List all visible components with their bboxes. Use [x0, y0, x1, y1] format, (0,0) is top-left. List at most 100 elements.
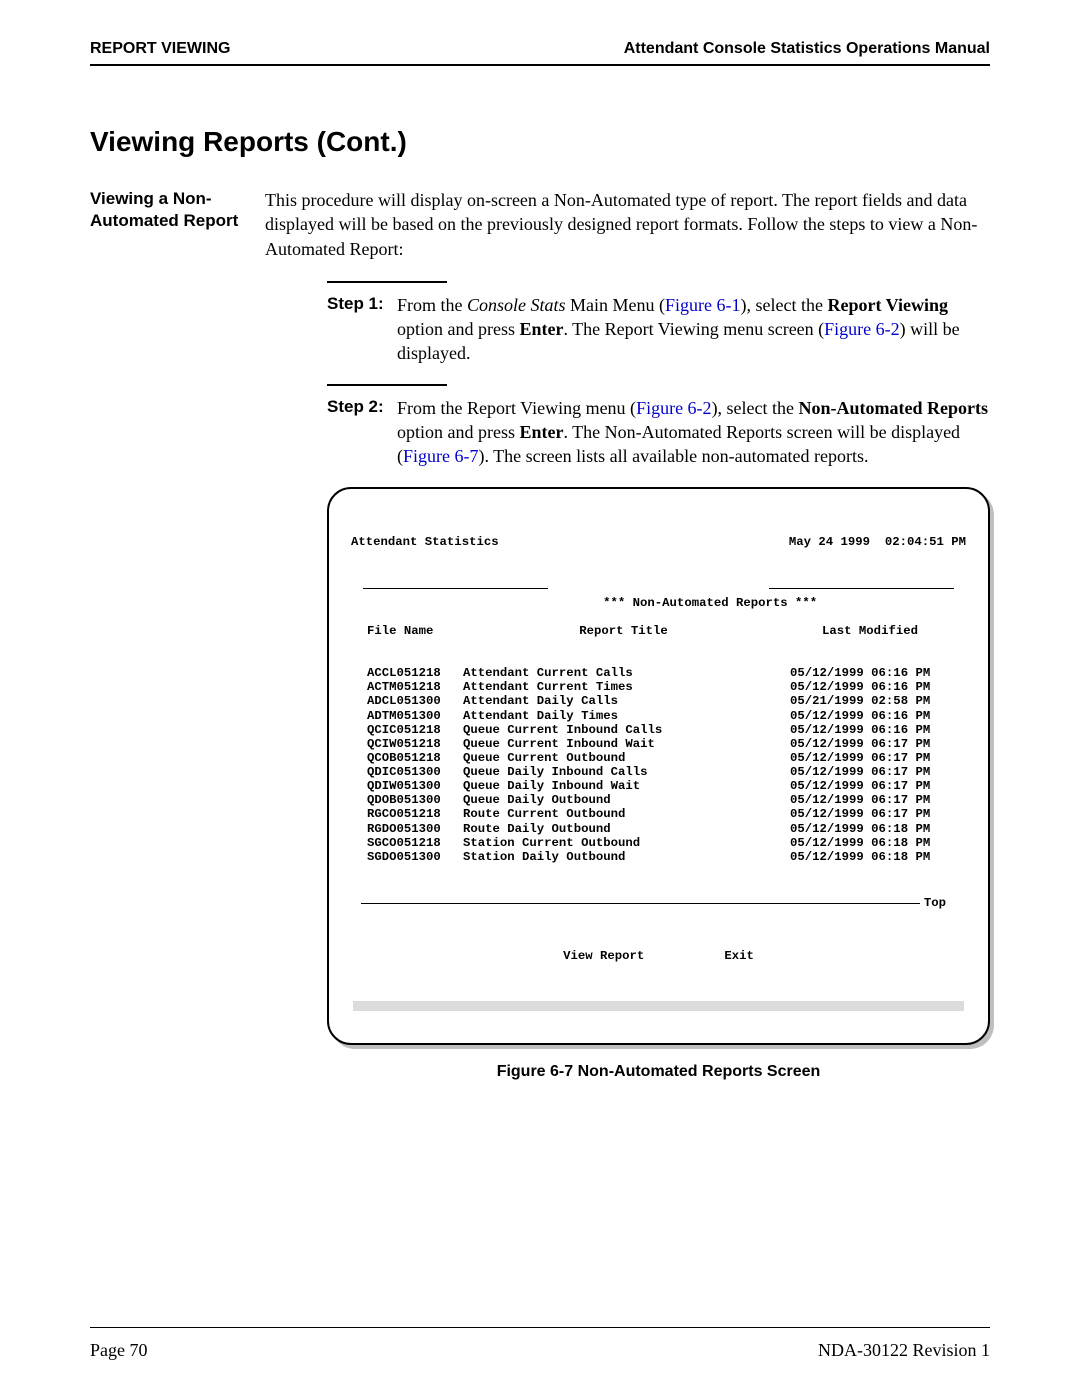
step-2-block: Step 2: From the Report Viewing menu (Fi…	[327, 384, 990, 469]
terminal-buttons: View Report Exit	[351, 949, 966, 963]
cell-file: SGCO051218	[367, 836, 457, 850]
cell-file: ADTM051300	[367, 709, 457, 723]
cell-title: Queue Daily Outbound	[457, 793, 790, 807]
cell-modified: 05/12/1999 06:17 PM	[790, 793, 950, 807]
table-row[interactable]: ACTM051218Attendant Current Times05/12/1…	[351, 680, 966, 694]
cell-file: QDOB051300	[367, 793, 457, 807]
cell-modified: 05/12/1999 06:16 PM	[790, 680, 950, 694]
table-row[interactable]: QDIC051300Queue Daily Inbound Calls05/12…	[351, 765, 966, 779]
cell-title: Attendant Daily Calls	[457, 694, 790, 708]
subsection-title: Viewing a Non- Automated Report	[90, 188, 245, 1083]
step-1-frag: From the	[397, 295, 467, 315]
cell-modified: 05/12/1999 06:16 PM	[790, 709, 950, 723]
step-2-text: From the Report Viewing menu (Figure 6-2…	[397, 396, 990, 469]
cell-modified: 05/21/1999 02:58 PM	[790, 694, 950, 708]
terminal-content: Attendant Statistics May 24 1999 02:04:5…	[351, 507, 966, 991]
cell-title: Queue Current Inbound Calls	[457, 723, 790, 737]
step-1-bold: Enter	[519, 319, 563, 339]
table-row[interactable]: RGCO051218Route Current Outbound05/12/19…	[351, 807, 966, 821]
cell-title: Queue Current Outbound	[457, 751, 790, 765]
terminal-titlebar: Attendant Statistics May 24 1999 02:04:5…	[351, 535, 966, 549]
table-row[interactable]: SGDO051300Station Daily Outbound05/12/19…	[351, 850, 966, 864]
figure-link[interactable]: Figure 6-2	[824, 319, 900, 339]
terminal-box-title: *** Non-Automated Reports ***	[351, 581, 966, 595]
step-1-bold: Report Viewing	[827, 295, 948, 315]
terminal-screen: Attendant Statistics May 24 1999 02:04:5…	[327, 487, 990, 1045]
step-1-block: Step 1: From the Console Stats Main Menu…	[327, 281, 990, 366]
intro-paragraph: This procedure will display on-screen a …	[265, 188, 990, 261]
cell-title: Queue Current Inbound Wait	[457, 737, 790, 751]
cell-file: ACTM051218	[367, 680, 457, 694]
cell-file: QCIW051218	[367, 737, 457, 751]
footer-left: Page 70	[90, 1340, 148, 1361]
figure-link[interactable]: Figure 6-1	[665, 295, 741, 315]
exit-button[interactable]: Exit	[724, 949, 754, 963]
table-row[interactable]: RGDO051300Route Daily Outbound05/12/1999…	[351, 822, 966, 836]
step-1-frag: Main Menu (	[566, 295, 665, 315]
cell-file: QDIC051300	[367, 765, 457, 779]
cell-title: Queue Daily Inbound Calls	[457, 765, 790, 779]
terminal-column-headers: File Name Report Title Last Modified	[351, 624, 966, 638]
terminal-box-title-text: *** Non-Automated Reports ***	[597, 596, 823, 610]
col-header-file: File Name	[367, 624, 457, 638]
cell-modified: 05/12/1999 06:18 PM	[790, 822, 950, 836]
subsection-title-line1: Viewing a Non-	[90, 189, 212, 208]
step-2-frag: ), select the	[712, 398, 799, 418]
cell-modified: 05/12/1999 06:16 PM	[790, 723, 950, 737]
cell-modified: 05/12/1999 06:16 PM	[790, 666, 950, 680]
step-1-frag: option and press	[397, 319, 519, 339]
cell-modified: 05/12/1999 06:17 PM	[790, 737, 950, 751]
cell-modified: 05/12/1999 06:17 PM	[790, 751, 950, 765]
cell-file: RGDO051300	[367, 822, 457, 836]
step-1-frag: ), select the	[741, 295, 828, 315]
step-2-bold: Non-Automated Reports	[799, 398, 988, 418]
page-footer: Page 70 NDA-30122 Revision 1	[90, 1327, 990, 1361]
page-header: REPORT VIEWING Attendant Console Statist…	[90, 40, 990, 66]
table-row[interactable]: QCOB051218Queue Current Outbound05/12/19…	[351, 751, 966, 765]
cell-modified: 05/12/1999 06:17 PM	[790, 765, 950, 779]
cell-file: RGCO051218	[367, 807, 457, 821]
cell-modified: 05/12/1999 06:17 PM	[790, 779, 950, 793]
document-page: REPORT VIEWING Attendant Console Statist…	[0, 0, 1080, 1397]
figure-link[interactable]: Figure 6-2	[636, 398, 712, 418]
table-row[interactable]: QCIW051218Queue Current Inbound Wait05/1…	[351, 737, 966, 751]
cell-title: Attendant Current Times	[457, 680, 790, 694]
table-row[interactable]: ACCL051218Attendant Current Calls05/12/1…	[351, 666, 966, 680]
table-row[interactable]: ADTM051300Attendant Daily Times05/12/199…	[351, 709, 966, 723]
body-text: This procedure will display on-screen a …	[265, 188, 990, 1083]
view-report-button[interactable]: View Report	[563, 949, 644, 963]
figure-link[interactable]: Figure 6-7	[403, 446, 479, 466]
col-header-modified: Last Modified	[790, 624, 950, 638]
table-row[interactable]: QCIC051218Queue Current Inbound Calls05/…	[351, 723, 966, 737]
footer-right: NDA-30122 Revision 1	[818, 1340, 990, 1361]
cell-title: Queue Daily Inbound Wait	[457, 779, 790, 793]
step-1-label: Step 1:	[327, 293, 397, 366]
cell-modified: 05/12/1999 06:17 PM	[790, 807, 950, 821]
cell-title: Attendant Daily Times	[457, 709, 790, 723]
cell-title: Station Daily Outbound	[457, 850, 790, 864]
cell-file: QDIW051300	[367, 779, 457, 793]
step-1-frag: . The Report Viewing menu screen (	[563, 319, 824, 339]
table-row[interactable]: ADCL051300Attendant Daily Calls05/21/199…	[351, 694, 966, 708]
table-row[interactable]: QDIW051300Queue Daily Inbound Wait05/12/…	[351, 779, 966, 793]
cell-title: Route Daily Outbound	[457, 822, 790, 836]
terminal-title-left: Attendant Statistics	[351, 535, 499, 549]
terminal-top-indicator: Top	[920, 896, 950, 910]
cell-file: ACCL051218	[367, 666, 457, 680]
cell-file: SGDO051300	[367, 850, 457, 864]
table-row[interactable]: QDOB051300Queue Daily Outbound05/12/1999…	[351, 793, 966, 807]
step-2-bold: Enter	[519, 422, 563, 442]
terminal-title-right: May 24 1999 02:04:51 PM	[789, 535, 966, 549]
cell-title: Route Current Outbound	[457, 807, 790, 821]
terminal-rows: ACCL051218Attendant Current Calls05/12/1…	[351, 666, 966, 864]
cell-file: QCOB051218	[367, 751, 457, 765]
header-right: Attendant Console Statistics Operations …	[624, 40, 990, 58]
section-title: Viewing Reports (Cont.)	[90, 126, 990, 158]
step-2-frag: option and press	[397, 422, 519, 442]
step-2-frag: ). The screen lists all available non-au…	[479, 446, 869, 466]
step-2-label: Step 2:	[327, 396, 397, 469]
table-row[interactable]: SGCO051218Station Current Outbound05/12/…	[351, 836, 966, 850]
terminal-scrollbar[interactable]	[353, 1001, 964, 1011]
header-left: REPORT VIEWING	[90, 40, 230, 58]
terminal-top-indicator-line: Top	[361, 896, 956, 910]
